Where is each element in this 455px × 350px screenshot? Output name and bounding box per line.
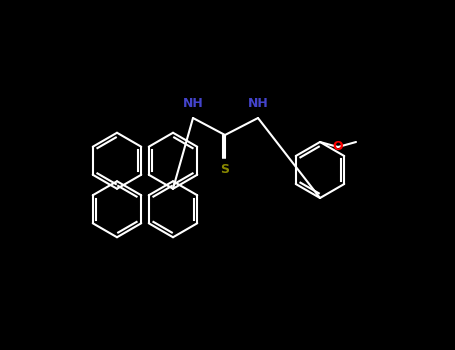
Text: O: O [333, 140, 344, 154]
Text: NH: NH [248, 97, 268, 110]
Text: NH: NH [182, 97, 203, 110]
Text: S: S [221, 163, 229, 176]
